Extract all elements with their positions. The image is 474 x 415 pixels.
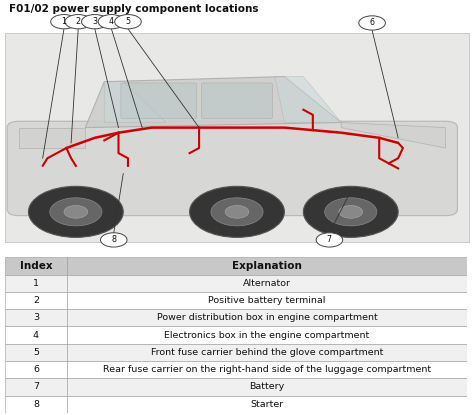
- Bar: [67, 378, 467, 395]
- Circle shape: [64, 205, 88, 218]
- Text: 2: 2: [33, 296, 39, 305]
- Text: 6: 6: [33, 365, 39, 374]
- Text: 6: 6: [370, 19, 374, 27]
- Bar: [67, 309, 467, 327]
- Circle shape: [325, 198, 377, 226]
- Bar: [5, 33, 469, 242]
- Bar: [67, 257, 467, 275]
- Bar: [5, 395, 67, 413]
- Text: 1: 1: [33, 279, 39, 288]
- Text: F01/02 power supply component locations: F01/02 power supply component locations: [9, 4, 259, 14]
- Circle shape: [225, 205, 249, 218]
- FancyBboxPatch shape: [121, 83, 197, 119]
- Text: 4: 4: [33, 331, 39, 339]
- Polygon shape: [275, 77, 341, 122]
- Text: 5: 5: [33, 348, 39, 357]
- Bar: [5, 344, 67, 361]
- Circle shape: [50, 198, 102, 226]
- Text: Starter: Starter: [250, 400, 283, 409]
- Text: Battery: Battery: [249, 383, 284, 391]
- Bar: [67, 292, 467, 309]
- Circle shape: [115, 15, 141, 29]
- Circle shape: [65, 15, 91, 29]
- Circle shape: [359, 16, 385, 30]
- Circle shape: [339, 205, 363, 218]
- Text: Electronics box in the engine compartment: Electronics box in the engine compartmen…: [164, 331, 370, 339]
- Bar: [5, 361, 67, 378]
- Circle shape: [28, 186, 123, 237]
- Text: Index: Index: [19, 261, 52, 271]
- Polygon shape: [19, 128, 85, 148]
- Polygon shape: [341, 122, 446, 148]
- Text: 7: 7: [327, 235, 332, 244]
- Bar: [67, 395, 467, 413]
- Polygon shape: [85, 77, 341, 128]
- FancyBboxPatch shape: [201, 83, 273, 119]
- Text: 2: 2: [76, 17, 81, 26]
- Text: Rear fuse carrier on the right-hand side of the luggage compartment: Rear fuse carrier on the right-hand side…: [103, 365, 431, 374]
- Bar: [5, 309, 67, 327]
- Circle shape: [316, 233, 343, 247]
- Bar: [67, 275, 467, 292]
- Circle shape: [190, 186, 284, 237]
- Circle shape: [100, 233, 127, 247]
- Circle shape: [211, 198, 263, 226]
- Text: 5: 5: [126, 17, 130, 26]
- Text: 1: 1: [62, 17, 66, 26]
- Text: 8: 8: [111, 235, 116, 244]
- FancyBboxPatch shape: [7, 121, 457, 216]
- Text: 8: 8: [33, 400, 39, 409]
- Circle shape: [303, 186, 398, 237]
- Text: 3: 3: [33, 313, 39, 322]
- Text: Positive battery terminal: Positive battery terminal: [208, 296, 326, 305]
- Text: 4: 4: [109, 17, 114, 26]
- Bar: [5, 257, 67, 275]
- Text: 3: 3: [92, 17, 97, 26]
- Bar: [5, 378, 67, 395]
- Bar: [67, 361, 467, 378]
- Polygon shape: [104, 82, 166, 122]
- Bar: [5, 292, 67, 309]
- Text: Power distribution box in engine compartment: Power distribution box in engine compart…: [156, 313, 377, 322]
- Text: Front fuse carrier behind the glove compartment: Front fuse carrier behind the glove comp…: [151, 348, 383, 357]
- Bar: [67, 344, 467, 361]
- Circle shape: [51, 15, 77, 29]
- Bar: [67, 327, 467, 344]
- Circle shape: [82, 15, 108, 29]
- Bar: [5, 275, 67, 292]
- Text: Alternator: Alternator: [243, 279, 291, 288]
- Text: 7: 7: [33, 383, 39, 391]
- Text: Explanation: Explanation: [232, 261, 302, 271]
- Bar: [5, 327, 67, 344]
- Circle shape: [98, 15, 125, 29]
